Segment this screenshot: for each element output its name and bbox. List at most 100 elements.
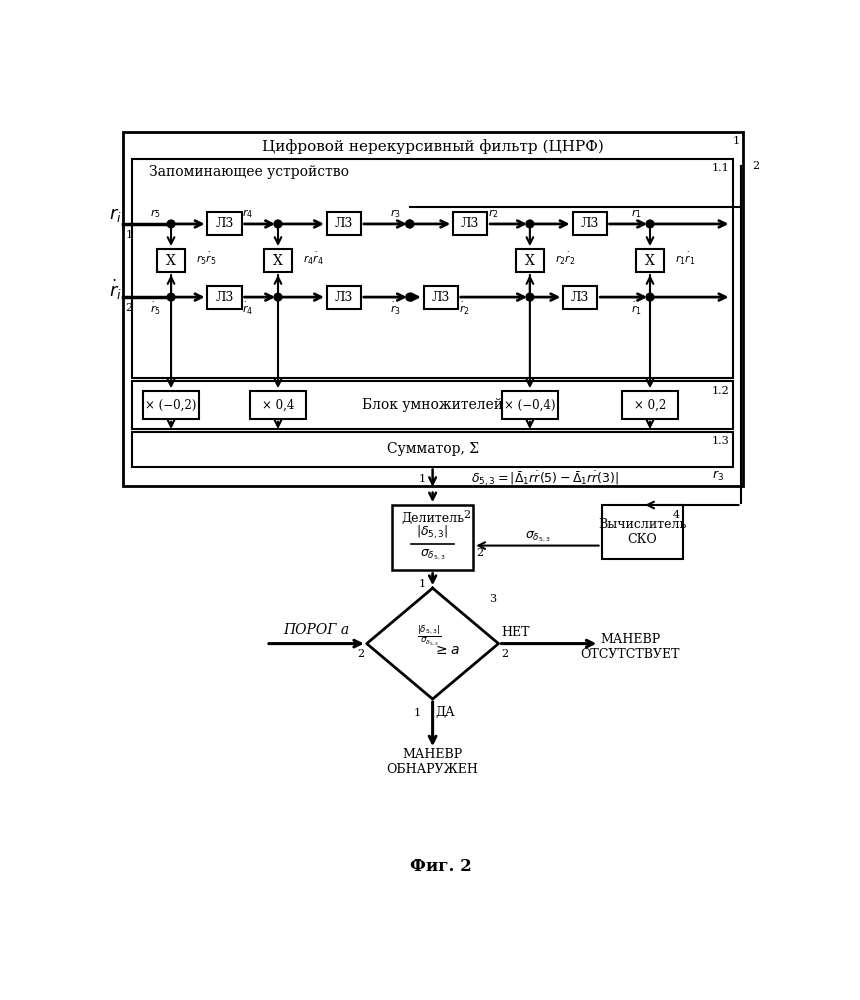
Circle shape [646, 220, 654, 228]
Text: 2: 2 [463, 510, 470, 520]
Circle shape [274, 293, 282, 301]
Text: 1: 1 [733, 136, 740, 146]
Text: 2: 2 [126, 303, 132, 313]
Text: $r_3$: $r_3$ [390, 208, 402, 220]
Bar [636, 249, 664, 272]
Bar [516, 249, 544, 272]
Text: $\sigma_{\delta_{5,3}}$: $\sigma_{\delta_{5,3}}$ [525, 529, 550, 544]
Text: $\geq a$: $\geq a$ [433, 643, 460, 657]
Circle shape [526, 220, 534, 228]
Text: Запоминающее устройство: Запоминающее устройство [149, 165, 348, 179]
Text: × (−0,2): × (−0,2) [145, 398, 197, 411]
Text: $r_3$: $r_3$ [712, 469, 724, 483]
Text: $\delta_{5,3} = |\bar{\Delta}_1 r\dot{r}(5) - \bar{\Delta}_1 r\dot{r}(3)|$: $\delta_{5,3} = |\bar{\Delta}_1 r\dot{r}… [470, 469, 619, 488]
Text: $r_1$: $r_1$ [630, 208, 642, 220]
Text: Л3: Л3 [580, 217, 599, 230]
Text: X: X [273, 254, 283, 268]
Circle shape [646, 293, 654, 301]
Bar [132, 158, 733, 378]
Text: 4: 4 [673, 510, 680, 520]
Text: МАНЕВР
ОБНАРУЖЕН: МАНЕВР ОБНАРУЖЕН [387, 748, 478, 776]
Text: $\dot{r}_1$: $\dot{r}_1$ [630, 301, 642, 317]
Text: $r_5$: $r_5$ [150, 208, 161, 220]
Text: X: X [166, 254, 176, 268]
Text: $r_4\dot{r}_4$: $r_4\dot{r}_4$ [303, 251, 324, 267]
Circle shape [274, 220, 282, 228]
Bar [132, 432, 733, 466]
Bar [502, 391, 558, 419]
Text: НЕТ: НЕТ [501, 626, 530, 639]
Text: 3: 3 [488, 594, 496, 604]
Text: $\dot{r}_5$: $\dot{r}_5$ [150, 301, 161, 317]
Text: 2: 2 [357, 649, 364, 659]
Circle shape [167, 220, 175, 228]
Bar [327, 212, 361, 235]
Circle shape [406, 220, 414, 228]
Text: Делитель: Делитель [401, 512, 464, 525]
Text: МАНЕВР
ОТСУТСТВУЕТ: МАНЕВР ОТСУТСТВУЕТ [580, 633, 680, 661]
Bar [250, 391, 306, 419]
Text: $\sigma_{\delta_{5,3}}$: $\sigma_{\delta_{5,3}}$ [420, 548, 445, 562]
Text: $r_4$: $r_4$ [243, 208, 254, 220]
Bar [453, 212, 488, 235]
Text: × 0,4: × 0,4 [261, 398, 294, 411]
Bar [424, 286, 458, 309]
Text: Вычислитель
СКО: Вычислитель СКО [598, 518, 686, 546]
Text: × (−0,4): × (−0,4) [504, 398, 556, 411]
Bar [143, 391, 199, 419]
Bar [563, 286, 598, 309]
Bar [207, 212, 242, 235]
Bar [264, 249, 292, 272]
Text: $\dot{r}_4$: $\dot{r}_4$ [243, 301, 254, 317]
Text: $\frac{|\delta_{5,3}|}{\sigma_{\delta_{5,3}}}$: $\frac{|\delta_{5,3}|}{\sigma_{\delta_{5… [416, 624, 441, 648]
Circle shape [167, 293, 175, 301]
Text: $r_5\dot{r}_5$: $r_5\dot{r}_5$ [196, 251, 217, 267]
Text: 1: 1 [418, 579, 426, 589]
Text: 1.1: 1.1 [712, 163, 730, 173]
Text: Л3: Л3 [432, 291, 450, 304]
Text: Фиг. 2: Фиг. 2 [410, 858, 471, 875]
Text: ДА: ДА [435, 706, 455, 719]
Bar [123, 132, 743, 486]
Text: $\dot{r}_i$: $\dot{r}_i$ [108, 277, 122, 302]
Bar [132, 381, 733, 429]
Text: 1: 1 [414, 708, 421, 718]
Circle shape [526, 293, 534, 301]
Text: Цифровой нерекурсивный фильтр (ЦНРФ): Цифровой нерекурсивный фильтр (ЦНРФ) [262, 140, 604, 154]
Text: ПОРОГ a: ПОРОГ a [283, 623, 349, 637]
Text: $r_1\dot{r}_1$: $r_1\dot{r}_1$ [675, 251, 696, 267]
Text: Сумматор, Σ: Сумматор, Σ [387, 442, 479, 456]
Text: $r_i$: $r_i$ [109, 206, 121, 224]
Text: $|\delta_{5,3}|$: $|\delta_{5,3}|$ [416, 524, 449, 541]
Text: $r_2$: $r_2$ [488, 208, 499, 220]
Text: Л3: Л3 [335, 291, 353, 304]
Text: X: X [525, 254, 535, 268]
Bar [392, 505, 473, 570]
Text: 1: 1 [418, 474, 426, 484]
Bar [157, 249, 185, 272]
Text: 2: 2 [501, 649, 508, 659]
Bar [573, 212, 606, 235]
Circle shape [406, 220, 414, 228]
Text: $\dot{r}_3$: $\dot{r}_3$ [390, 301, 402, 317]
Text: × 0,2: × 0,2 [634, 398, 666, 411]
Bar [601, 505, 683, 559]
Bar [622, 391, 678, 419]
Text: $r_2\dot{r}_2$: $r_2\dot{r}_2$ [555, 251, 575, 267]
Text: Блок умножителей: Блок умножителей [362, 398, 503, 412]
Text: X: X [645, 254, 655, 268]
Text: Л3: Л3 [215, 291, 234, 304]
Bar [207, 286, 242, 309]
Text: 1.3: 1.3 [712, 436, 730, 446]
Text: Л3: Л3 [461, 217, 479, 230]
Text: Л3: Л3 [571, 291, 589, 304]
Text: Л3: Л3 [215, 217, 234, 230]
Text: 2: 2 [752, 161, 759, 171]
Text: 2: 2 [476, 548, 483, 558]
Text: Л3: Л3 [335, 217, 353, 230]
Text: 1: 1 [126, 230, 132, 240]
Bar [327, 286, 361, 309]
Text: $\dot{r}_2$: $\dot{r}_2$ [458, 301, 470, 317]
Circle shape [406, 293, 414, 301]
Text: 1.2: 1.2 [712, 386, 730, 396]
